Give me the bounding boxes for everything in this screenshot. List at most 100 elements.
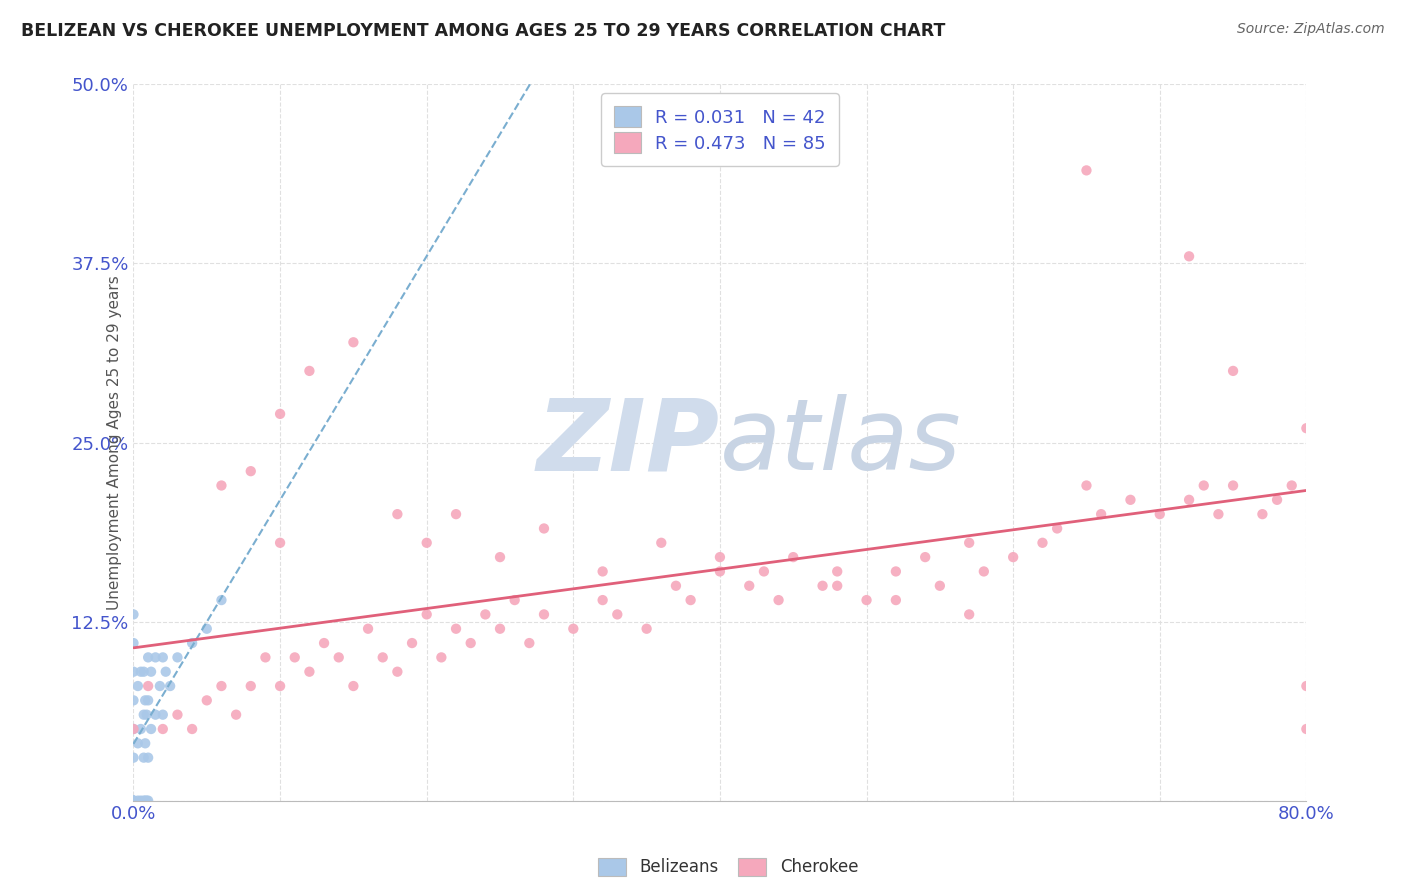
Point [298,665,321,679]
Point [357,622,380,636]
Point [1119,492,1142,507]
Point [342,335,364,350]
Point [957,607,980,622]
Point [122,693,145,707]
Point [129,665,152,679]
Point [415,536,437,550]
Point [342,679,364,693]
Point [1295,722,1317,736]
Legend: R = 0.031   N = 42, R = 0.473   N = 85: R = 0.031 N = 42, R = 0.473 N = 85 [602,94,838,166]
Point [1222,478,1244,492]
Point [415,607,437,622]
Point [132,665,155,679]
Point [855,593,877,607]
Point [152,722,174,736]
Point [122,636,145,650]
Point [709,550,731,565]
Point [562,622,585,636]
Point [517,636,540,650]
Point [1295,679,1317,693]
Point [134,794,156,808]
Point [195,622,218,636]
Point [136,693,159,707]
Point [166,707,188,722]
Point [127,736,149,750]
Point [127,679,149,693]
Point [1178,492,1201,507]
Point [254,650,277,665]
Point [768,593,790,607]
Point [371,650,394,665]
Point [269,679,291,693]
Text: Source: ZipAtlas.com: Source: ZipAtlas.com [1237,22,1385,37]
Point [606,607,628,622]
Point [811,579,834,593]
Point [269,407,291,421]
Point [592,565,614,579]
Point [122,794,145,808]
Point [132,750,155,764]
Point [1208,507,1230,521]
Point [209,679,232,693]
Point [312,636,335,650]
Point [209,593,232,607]
Point [136,679,159,693]
Point [430,650,453,665]
Point [122,607,145,622]
Text: ZIP: ZIP [537,394,720,491]
Point [825,579,848,593]
Point [738,579,761,593]
Point [387,507,409,521]
Point [225,707,247,722]
Point [132,794,155,808]
Point [444,622,467,636]
Point [401,636,423,650]
Point [489,622,512,636]
Point [782,550,804,565]
Point [269,536,291,550]
Point [1090,507,1112,521]
Point [650,536,672,550]
Point [195,693,218,707]
Point [181,636,204,650]
Y-axis label: Unemployment Among Ages 25 to 29 years: Unemployment Among Ages 25 to 29 years [107,275,122,610]
Point [1295,421,1317,435]
Point [1002,550,1025,565]
Point [752,565,775,579]
Point [1076,478,1098,492]
Point [129,722,152,736]
Point [166,650,188,665]
Point [1149,507,1171,521]
Point [122,750,145,764]
Point [122,794,145,808]
Point [1031,536,1053,550]
Point [134,736,156,750]
Point [533,607,555,622]
Point [152,650,174,665]
Point [149,679,172,693]
Point [825,565,848,579]
Point [928,579,950,593]
Point [209,478,232,492]
Point [139,722,162,736]
Text: Belizeans: Belizeans [640,858,718,876]
Point [957,536,980,550]
Point [122,722,145,736]
Point [387,665,409,679]
Point [1192,478,1215,492]
Point [152,707,174,722]
Point [1076,163,1098,178]
Point [679,593,702,607]
Text: atlas: atlas [720,394,962,491]
Point [1281,478,1303,492]
Point [135,707,157,722]
Point [239,679,262,693]
Point [284,650,307,665]
Point [884,593,907,607]
Point [444,507,467,521]
Point [181,722,204,736]
Point [122,665,145,679]
Point [145,650,167,665]
Point [709,565,731,579]
Point [636,622,658,636]
